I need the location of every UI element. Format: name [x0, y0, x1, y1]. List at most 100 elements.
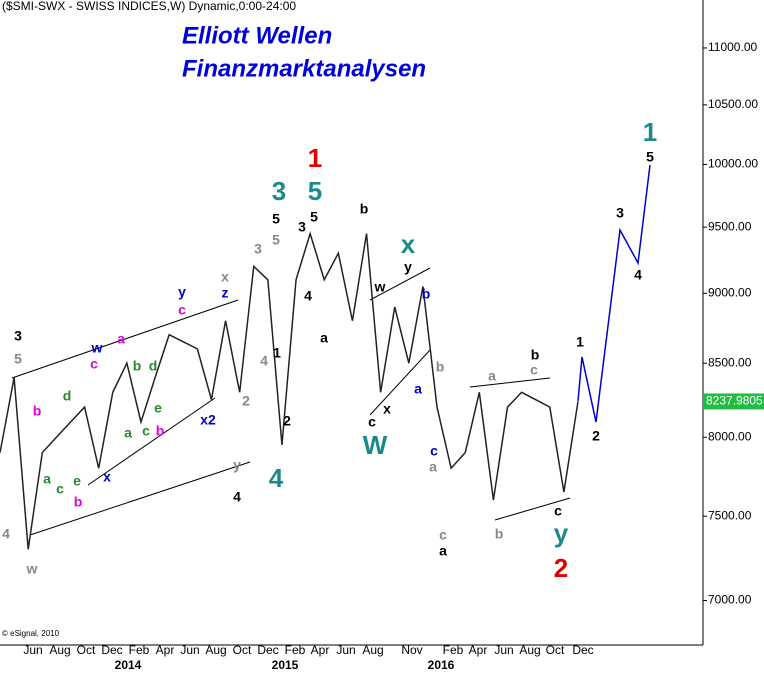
wave-label: c: [368, 414, 376, 430]
x-tick-label: Feb: [129, 643, 150, 657]
year-label: 2014: [115, 658, 142, 672]
wave-label: b: [133, 358, 142, 374]
wave-label: b: [436, 359, 445, 375]
x-tick-label: Dec: [572, 643, 593, 657]
x-tick-label: Feb: [285, 643, 306, 657]
wave-label: b: [422, 286, 431, 302]
wave-label: 3: [272, 176, 286, 206]
wave-label: 1: [643, 117, 657, 147]
y-tick-label: 7500.00: [708, 508, 752, 522]
channel-line: [29, 461, 251, 536]
x-tick-label: Oct: [77, 643, 96, 657]
y-tick-label: 11000.00: [708, 40, 757, 54]
wave-label: 1: [273, 345, 281, 361]
wave-label: b: [156, 423, 165, 439]
wave-label: c: [90, 356, 98, 372]
wave-label: x: [383, 401, 391, 417]
wave-label: 5: [272, 232, 280, 248]
x-tick-label: Nov: [401, 643, 422, 657]
last-price-label: 8237.9805: [706, 394, 763, 408]
y-tick-label: 9500.00: [708, 219, 752, 233]
wave-label: e: [73, 473, 81, 489]
chart-subtitle: Finanzmarktanalysen: [182, 55, 426, 82]
x-tick-label: Jun: [336, 643, 355, 657]
wave-label: 4: [233, 489, 241, 505]
wave-label: 2: [283, 413, 291, 429]
x-tick-label: Aug: [362, 643, 383, 657]
channel-line: [87, 397, 216, 486]
wave-label: z: [222, 285, 229, 301]
wave-label: a: [117, 331, 125, 347]
wave-label: 5: [646, 149, 654, 165]
wave-label: 5: [14, 351, 22, 367]
wave-label: b: [495, 526, 504, 542]
x-tick-label: Aug: [205, 643, 226, 657]
wave-label: y: [404, 259, 412, 275]
wave-label: x: [221, 269, 229, 285]
y-tick-label: 10500.00: [708, 97, 758, 111]
wave-label: y: [178, 284, 186, 300]
wave-label: 5: [310, 209, 318, 225]
channel-line: [469, 377, 551, 388]
x-tick-label: Dec: [257, 643, 278, 657]
x-tick-label: Oct: [546, 643, 565, 657]
wave-label: y: [554, 518, 569, 548]
wave-label: c: [56, 481, 64, 497]
wave-label: W: [363, 430, 388, 460]
wave-label: 2: [592, 428, 600, 444]
wave-label: d: [149, 358, 158, 374]
wave-label: 1: [576, 334, 584, 350]
x-tick-label: Dec: [101, 643, 122, 657]
wave-label: a: [429, 459, 437, 475]
wave-label: e: [154, 400, 162, 416]
x-tick-label: Jun: [23, 643, 42, 657]
wave-label: b: [33, 403, 42, 419]
channel-line: [11, 299, 239, 379]
x-tick-label: Apr: [469, 643, 488, 657]
wave-label: a: [43, 471, 51, 487]
x-tick-label: Jun: [180, 643, 199, 657]
chart-header: ($SMI-SWX - SWISS INDICES,W) Dynamic,0:0…: [2, 0, 296, 13]
y-tick-label: 8500.00: [708, 355, 752, 369]
wave-label: c: [530, 362, 538, 378]
wave-label: a: [439, 543, 447, 559]
wave-label: c: [439, 527, 447, 543]
x-tick-label: Apr: [156, 643, 175, 657]
wave-label: 2: [242, 393, 250, 409]
x-tick-label: Apr: [311, 643, 330, 657]
copyright: © eSignal, 2010: [2, 629, 60, 638]
wave-label: 5: [272, 211, 280, 227]
wave-label: c: [142, 423, 150, 439]
channel-line: [369, 267, 431, 301]
chart-title: Elliott Wellen: [182, 22, 332, 49]
wave-label: 2: [554, 553, 568, 583]
wave-label: y: [233, 457, 241, 473]
channel-line: [369, 349, 431, 416]
year-label: 2016: [428, 658, 455, 672]
wave-label: a: [320, 330, 328, 346]
y-tick-label: 10000.00: [708, 157, 758, 171]
wave-label: 3: [14, 328, 22, 344]
wave-label: x: [401, 229, 416, 259]
wave-label: d: [63, 388, 72, 404]
x-tick-label: Oct: [233, 643, 252, 657]
wave-label: 5: [308, 176, 322, 206]
wave-label: x2: [200, 412, 216, 428]
price-line: [0, 231, 579, 550]
wave-label: b: [74, 494, 83, 510]
wave-label: w: [26, 561, 38, 577]
wave-label: c: [178, 302, 186, 318]
channel-line: [494, 497, 571, 521]
wave-label: c: [554, 503, 562, 519]
wave-label: 4: [634, 267, 642, 283]
year-label: 2015: [272, 658, 299, 672]
wave-label: 3: [298, 219, 306, 235]
wave-label: 4: [260, 353, 268, 369]
wave-label: b: [531, 347, 540, 363]
x-tick-label: Feb: [443, 643, 464, 657]
wave-label: 4: [304, 288, 312, 304]
wave-label: x: [103, 469, 111, 485]
wave-label: w: [91, 340, 103, 356]
wave-label: a: [124, 425, 132, 441]
